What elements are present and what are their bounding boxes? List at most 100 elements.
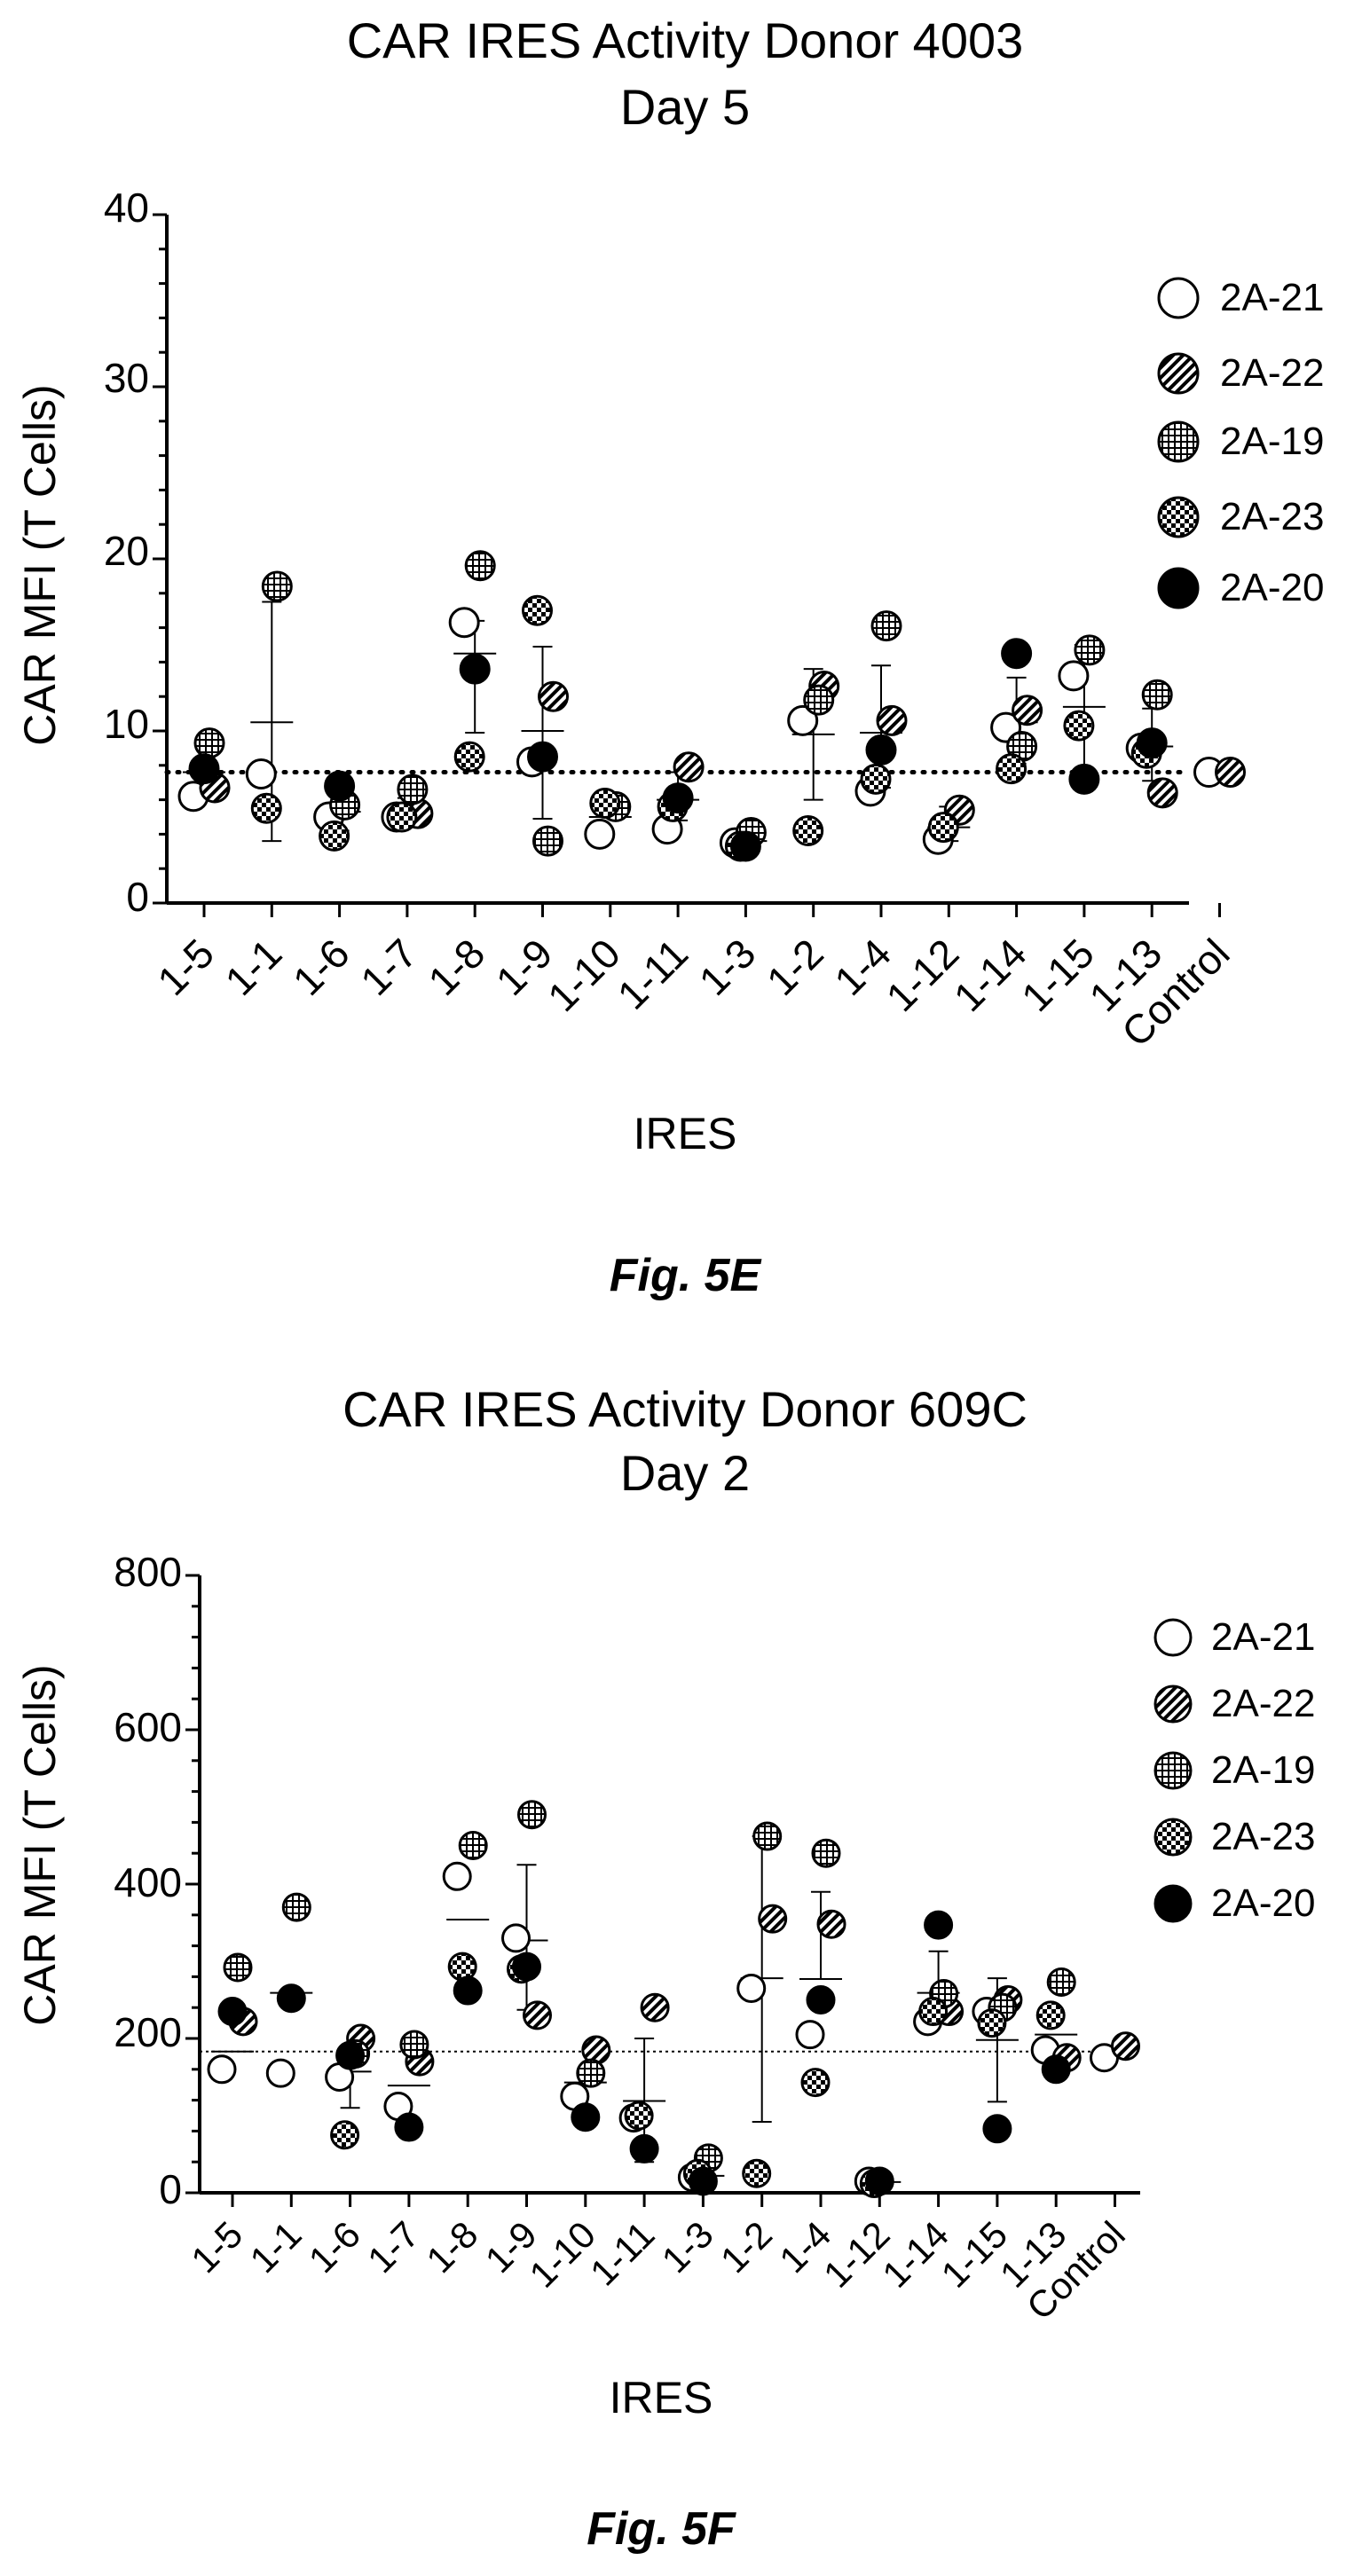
data-point — [512, 1952, 541, 1982]
data-point — [523, 2000, 552, 2030]
plot-area: 1-51-11-61-71-81-91-101-111-31-21-41-121… — [148, 213, 1246, 1056]
x-tick-label: 1-1 — [217, 930, 291, 1004]
x-tick-label: 1-7 — [351, 930, 426, 1004]
y-tick-label: 0 — [159, 2166, 182, 2212]
x-tick-label: 1-3 — [690, 930, 765, 1004]
x-axis-label: IRES — [610, 2373, 713, 2423]
data-point — [1041, 2054, 1071, 2085]
data-point — [629, 2133, 659, 2164]
data-point — [662, 782, 694, 814]
data-point — [927, 812, 959, 844]
x-tick-label: 1-15 — [1012, 930, 1103, 1020]
legend-marker — [1157, 352, 1200, 395]
y-tick-label: 40 — [104, 185, 149, 231]
data-point — [447, 1952, 477, 1982]
data-point — [688, 2166, 718, 2196]
data-point — [330, 2120, 360, 2150]
legend: 2A-21 2A-22 2A-19 2A-23 2A-20 — [1211, 1615, 1315, 1925]
data-point — [501, 1923, 531, 1953]
data-point — [787, 704, 819, 736]
data-point — [977, 2008, 1007, 2038]
data-point — [729, 830, 761, 862]
legend-marker — [1153, 1818, 1193, 1857]
data-point — [188, 753, 220, 785]
data-point — [865, 734, 897, 766]
data-point — [1035, 2000, 1066, 2030]
y-tick-label: 0 — [126, 874, 149, 920]
x-tick-label: 1-14 — [945, 930, 1035, 1020]
data-point — [918, 1997, 949, 2027]
data-point — [589, 787, 621, 819]
data-point — [265, 2058, 295, 2088]
x-tick-label: 1-3 — [654, 2213, 721, 2281]
data-point — [806, 1985, 836, 2014]
chart-title-line1: CAR IRES Activity Donor 609C — [342, 1381, 1028, 1437]
legend-marker — [1153, 1618, 1193, 1657]
legend-label: 2A-21 — [1211, 1615, 1315, 1659]
y-tick-label: 30 — [104, 355, 149, 401]
data-point — [742, 2158, 772, 2188]
data-point — [803, 684, 835, 716]
data-point — [792, 815, 824, 847]
x-axis-label: IRES — [634, 1109, 737, 1158]
data-point — [982, 2114, 1012, 2144]
x-tick-label: 1-11 — [582, 2213, 662, 2293]
legend-label: 2A-22 — [1220, 351, 1324, 395]
legend-marker — [1157, 496, 1200, 538]
data-point — [319, 820, 350, 852]
legend-marker — [1157, 567, 1200, 609]
data-point — [517, 1800, 547, 1830]
data-point — [1058, 660, 1090, 692]
x-tick-label: 1-5 — [183, 2213, 250, 2281]
data-point — [1001, 638, 1033, 670]
data-point — [448, 607, 480, 639]
data-point — [527, 741, 558, 773]
y-tick-label: 400 — [114, 1859, 182, 1905]
legend-marker — [1157, 420, 1200, 463]
data-point — [245, 758, 277, 789]
x-tick-label: 1-2 — [758, 930, 832, 1004]
data-point — [752, 1821, 783, 1851]
data-point — [876, 704, 908, 736]
plot-area: 1-51-11-61-71-81-91-101-111-31-21-41-121… — [183, 1574, 1193, 2328]
x-tick-label: 1-10 — [539, 930, 629, 1020]
x-tick-label: 1-1 — [242, 2213, 310, 2281]
data-point — [924, 1910, 954, 1940]
x-tick-label: 1-6 — [284, 930, 358, 1004]
data-point — [250, 792, 282, 824]
data-point — [458, 1831, 488, 1860]
y-tick-label: 600 — [114, 1704, 182, 1750]
legend-label: 2A-19 — [1211, 1748, 1315, 1792]
x-tick-label: 1-8 — [419, 930, 493, 1004]
data-point — [1146, 777, 1178, 809]
data-point — [261, 570, 293, 602]
data-point — [453, 741, 485, 773]
x-tick-label: 1-2 — [713, 2213, 780, 2281]
y-tick-label: 200 — [114, 2009, 182, 2055]
data-point — [1074, 634, 1106, 666]
data-point — [1012, 695, 1043, 726]
data-point — [335, 2040, 366, 2070]
legend-marker — [1153, 1751, 1193, 1790]
data-point — [522, 594, 553, 626]
data-point — [386, 801, 418, 833]
y-tick-labels: 0 200 400 600 800 — [114, 1549, 182, 2212]
data-point — [624, 2101, 654, 2131]
data-point — [640, 1992, 670, 2022]
legend-label: 2A-23 — [1220, 495, 1324, 538]
chart-5e: CAR IRES Activity Donor 4003 Day 5 CAR M… — [15, 12, 1324, 1301]
data-point — [459, 653, 491, 685]
data-point — [1136, 727, 1168, 759]
data-point — [673, 751, 705, 783]
data-point — [1215, 757, 1246, 789]
x-tick-label: 1-11 — [609, 930, 697, 1017]
x-tick-label: 1-8 — [418, 2213, 485, 2281]
data-point — [1063, 710, 1095, 742]
data-point — [324, 770, 356, 802]
data-point — [758, 1904, 788, 1934]
data-point — [811, 1838, 841, 1868]
figure-label: Fig. 5F — [587, 2503, 736, 2555]
data-point — [800, 2068, 831, 2098]
legend-label: 2A-20 — [1220, 566, 1324, 609]
